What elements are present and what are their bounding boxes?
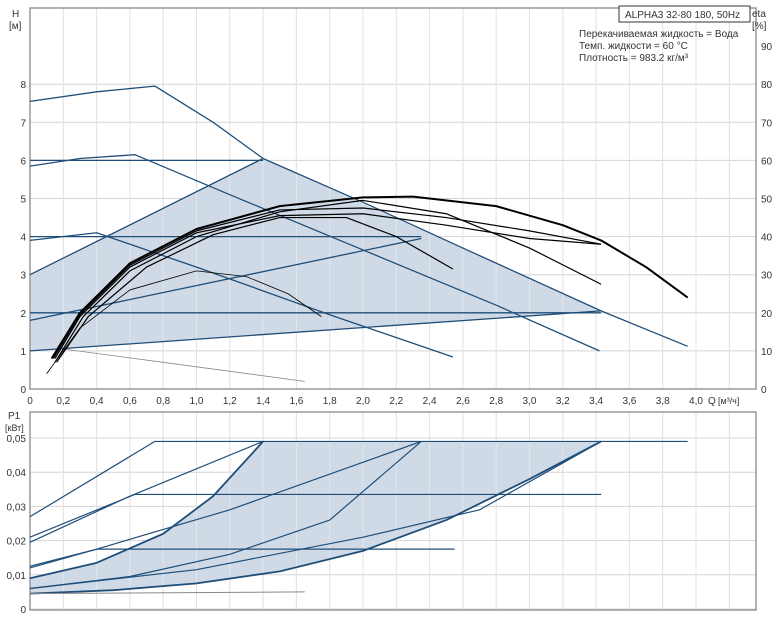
y2-tick-label: 0 xyxy=(761,385,767,396)
y-tick-label: 2 xyxy=(20,309,26,320)
x-tick-label: 0,6 xyxy=(123,396,137,407)
power-curve xyxy=(29,440,264,580)
y-tick-label: 1 xyxy=(20,347,26,358)
x-tick-label: 1,6 xyxy=(289,396,303,407)
legend-title-box xyxy=(618,5,751,23)
x-tick-label: 0,2 xyxy=(56,396,70,407)
y2-tick-label: 30 xyxy=(761,271,773,282)
y-tick-label: 0 xyxy=(20,385,26,396)
x-tick-label: 1,8 xyxy=(323,396,337,407)
y2-tick-label: 60 xyxy=(761,156,773,167)
y-tick-label: 0,03 xyxy=(7,502,27,513)
legend-line: Перекачиваемая жидкость = Вода xyxy=(579,29,739,40)
x-tick-label: 3,6 xyxy=(622,396,636,407)
plot-frame xyxy=(29,7,757,390)
y-tick-label: 0,04 xyxy=(7,468,27,479)
x-tick-label: 0 xyxy=(27,396,33,407)
y2-tick-label: 10 xyxy=(761,347,773,358)
efficiency-curve xyxy=(46,270,322,374)
efficiency-curve xyxy=(54,199,602,363)
x-tick-label: 0,4 xyxy=(90,396,104,407)
efficiency-curve xyxy=(50,195,689,360)
y2-tick-label: 40 xyxy=(761,233,773,244)
y-tick-label: 6 xyxy=(20,156,26,167)
y2-tick-label: 80 xyxy=(761,80,773,91)
power-curve xyxy=(29,440,688,518)
x-tick-label: 4,0 xyxy=(689,396,703,407)
head-curve xyxy=(29,232,454,358)
x-tick-label: 1,4 xyxy=(256,396,270,407)
power-curve xyxy=(29,440,422,569)
operating-area xyxy=(30,441,602,594)
power-curve xyxy=(29,440,602,595)
y-axis-unit-p1: [кВт] xyxy=(5,423,24,433)
x-axis-unit: [м³/ч] xyxy=(718,396,739,406)
y-tick-label: 0,01 xyxy=(7,571,27,582)
y-tick-label: 0,05 xyxy=(7,434,27,445)
head-curve xyxy=(29,154,600,352)
y-tick-label: 0 xyxy=(20,605,26,616)
power-curve xyxy=(29,440,264,543)
x-tick-label: 3,0 xyxy=(523,396,537,407)
legend-line: Темп. жидкости = 60 °C xyxy=(579,41,688,52)
y2-tick-label: 50 xyxy=(761,195,773,206)
x-tick-label: 0,8 xyxy=(156,396,170,407)
x-axis-label: Q xyxy=(708,396,716,407)
x-tick-label: 2,0 xyxy=(356,396,370,407)
x-tick-label: 3,8 xyxy=(656,396,670,407)
x-tick-label: 2,8 xyxy=(489,396,503,407)
head-curve xyxy=(29,310,602,352)
efficiency-curve xyxy=(56,216,454,363)
y-tick-label: 3 xyxy=(20,271,26,282)
x-tick-label: 1,2 xyxy=(223,396,237,407)
y-axis-unit-h: [м] xyxy=(9,21,22,32)
operating-area xyxy=(30,158,602,351)
min-power-curve xyxy=(29,591,305,595)
efficiency-curve xyxy=(52,207,602,359)
y2-axis-label-eta: eta xyxy=(752,9,766,20)
legend-line: Плотность = 983.2 кг/м³ xyxy=(579,53,689,64)
x-tick-label: 2,2 xyxy=(389,396,403,407)
x-tick-label: 3,4 xyxy=(589,396,603,407)
y-tick-label: 7 xyxy=(20,118,26,129)
y-axis-label-p1: P1 xyxy=(8,411,21,422)
x-tick-label: 2,4 xyxy=(423,396,437,407)
y2-tick-label: 20 xyxy=(761,309,773,320)
y2-axis-unit-eta: [%] xyxy=(752,21,767,32)
head-curve xyxy=(29,157,264,276)
efficiency-curve xyxy=(54,213,602,359)
x-tick-label: 3,2 xyxy=(556,396,570,407)
x-tick-label: 1,0 xyxy=(190,396,204,407)
y-tick-label: 4 xyxy=(20,233,26,244)
min-head-curve xyxy=(63,348,305,382)
plot-frame xyxy=(29,411,757,611)
y-tick-label: 5 xyxy=(20,195,26,206)
power-curve xyxy=(29,440,602,590)
y-axis-label-h: H xyxy=(12,9,19,20)
y-tick-label: 8 xyxy=(20,80,26,91)
x-tick-label: 2,6 xyxy=(456,396,470,407)
legend: ALPHA3 32-80 180, 50Hz Перекачиваемая жи… xyxy=(579,5,751,64)
y2-tick-label: 90 xyxy=(761,42,773,53)
power-plot: 0 0,01 0,02 0,03 0,04 0,05 xyxy=(7,411,757,616)
head-curve xyxy=(29,237,422,322)
y2-tick-label: 70 xyxy=(761,118,773,129)
legend-title: ALPHA3 32-80 180, 50Hz xyxy=(625,10,740,21)
y-tick-label: 0,02 xyxy=(7,537,27,548)
